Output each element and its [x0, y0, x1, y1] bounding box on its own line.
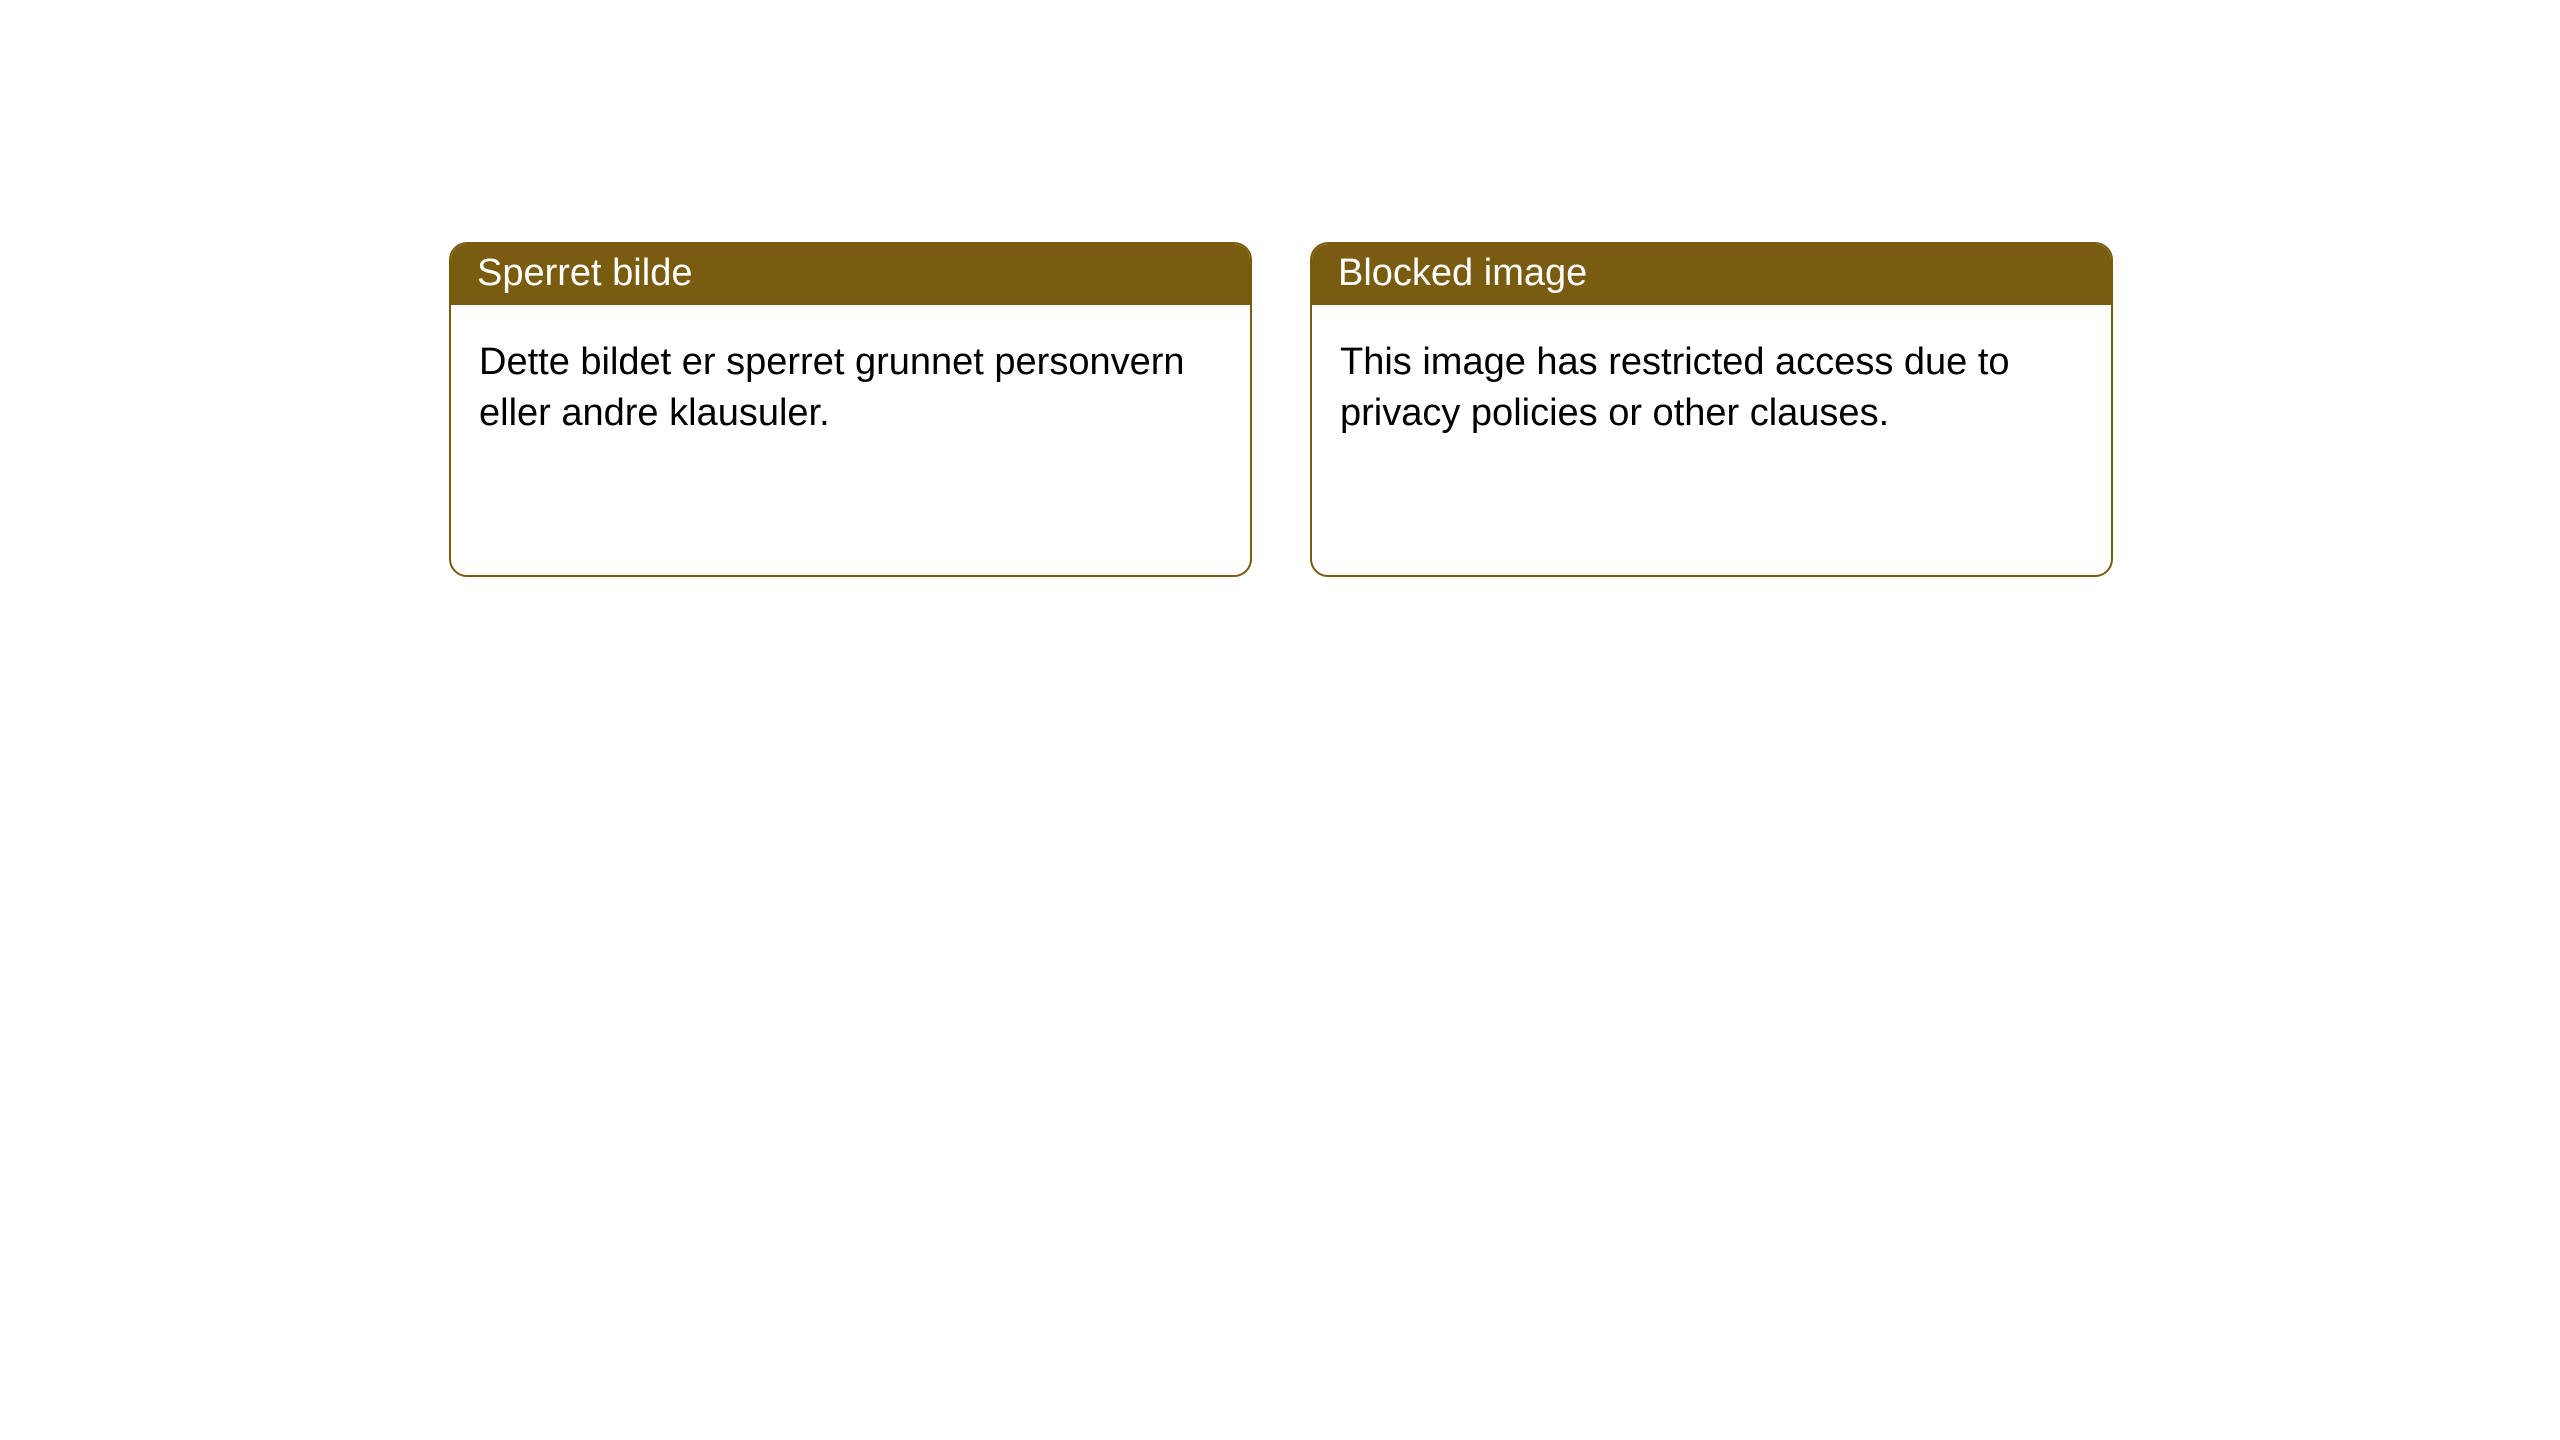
info-box-body: Dette bildet er sperret grunnet personve…	[451, 305, 1250, 575]
info-box-title: Sperret bilde	[451, 244, 1250, 305]
info-boxes-container: Sperret bilde Dette bildet er sperret gr…	[0, 0, 2560, 577]
info-box-title: Blocked image	[1312, 244, 2111, 305]
info-box-body: This image has restricted access due to …	[1312, 305, 2111, 575]
info-box-norwegian: Sperret bilde Dette bildet er sperret gr…	[449, 242, 1252, 577]
info-box-english: Blocked image This image has restricted …	[1310, 242, 2113, 577]
